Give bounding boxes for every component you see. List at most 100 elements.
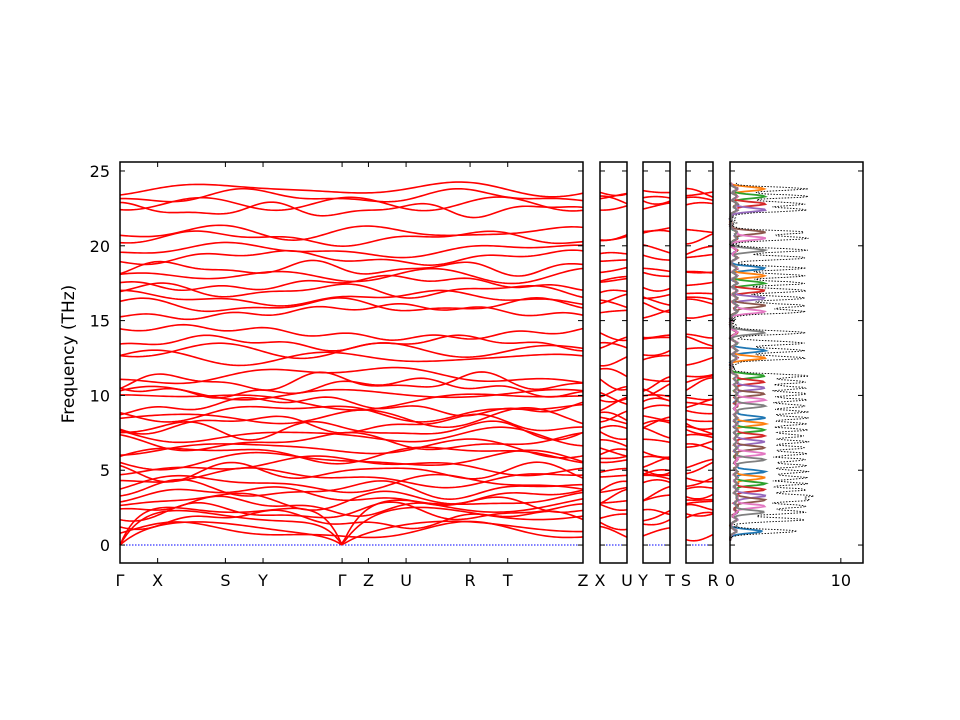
band-line bbox=[119, 449, 584, 471]
band-line bbox=[119, 224, 584, 241]
q-point-label: Y bbox=[637, 571, 648, 590]
band-line bbox=[599, 500, 628, 504]
band-line bbox=[119, 455, 584, 477]
band-panel-2 bbox=[599, 191, 628, 546]
band-line bbox=[642, 227, 671, 233]
band-line bbox=[642, 200, 671, 205]
ticks bbox=[119, 162, 863, 563]
band-line bbox=[685, 245, 714, 256]
band-line bbox=[599, 195, 628, 205]
band-line bbox=[599, 411, 628, 422]
band-line bbox=[119, 181, 584, 198]
band-line bbox=[685, 422, 714, 430]
band-line bbox=[599, 275, 628, 282]
band-line bbox=[685, 418, 714, 423]
band-line bbox=[599, 235, 628, 241]
band-line bbox=[599, 448, 628, 456]
partial-dos-line bbox=[728, 182, 769, 541]
band-line bbox=[119, 201, 584, 219]
band-line bbox=[642, 438, 671, 444]
band-line bbox=[642, 479, 671, 484]
dos-panel-frame bbox=[729, 161, 864, 564]
band-line bbox=[119, 403, 584, 423]
y-tick-label: 10 bbox=[90, 386, 110, 405]
band-line bbox=[642, 378, 671, 383]
band-line bbox=[685, 486, 714, 490]
band-line bbox=[599, 266, 628, 274]
dos-x-tick-label: 10 bbox=[831, 571, 851, 590]
band-line bbox=[642, 494, 671, 502]
band-line bbox=[642, 189, 671, 194]
band-line bbox=[685, 396, 714, 401]
q-point-label: X bbox=[152, 571, 163, 590]
band-line bbox=[599, 205, 628, 211]
band-line bbox=[599, 251, 628, 255]
band-line bbox=[642, 508, 671, 516]
band-line bbox=[599, 416, 628, 425]
band-line bbox=[599, 410, 628, 423]
band-line bbox=[599, 474, 628, 478]
band-line bbox=[685, 533, 714, 542]
band-line bbox=[642, 404, 671, 410]
band-line bbox=[642, 267, 671, 273]
band-line bbox=[119, 297, 584, 313]
band-line bbox=[685, 511, 714, 519]
band-line bbox=[119, 420, 584, 441]
band-line bbox=[599, 299, 628, 309]
band-line bbox=[685, 373, 714, 378]
band-panel-1 bbox=[119, 181, 584, 546]
band-line bbox=[119, 393, 584, 411]
band-line bbox=[685, 187, 714, 199]
band-line bbox=[119, 323, 584, 341]
panel-frames bbox=[119, 161, 864, 564]
q-point-label: U bbox=[400, 571, 412, 590]
q-point-label: X bbox=[595, 571, 606, 590]
band-line bbox=[599, 439, 628, 448]
y-tick-label: 15 bbox=[90, 312, 110, 331]
band-line bbox=[599, 378, 628, 391]
band-line bbox=[119, 249, 584, 266]
band-line bbox=[685, 477, 714, 483]
band-line bbox=[642, 509, 671, 522]
band-line bbox=[119, 371, 584, 391]
band-line bbox=[642, 334, 671, 339]
band-line bbox=[599, 447, 628, 458]
band-line bbox=[599, 391, 628, 405]
band-line bbox=[599, 277, 628, 283]
band-line bbox=[685, 375, 714, 384]
band-line bbox=[685, 356, 714, 366]
band-line bbox=[599, 356, 628, 367]
y-tick-label: 5 bbox=[100, 461, 110, 480]
band-line bbox=[642, 293, 671, 300]
band-line bbox=[685, 512, 714, 517]
band-line bbox=[599, 332, 628, 342]
dos-lines bbox=[728, 182, 814, 541]
band-line bbox=[642, 254, 671, 261]
band-line bbox=[599, 488, 628, 505]
band-line bbox=[119, 267, 584, 285]
band-line bbox=[685, 335, 714, 347]
band-line bbox=[642, 527, 671, 537]
band-line bbox=[599, 424, 628, 430]
q-point-label: U bbox=[621, 571, 633, 590]
band-line bbox=[685, 281, 714, 287]
band-line bbox=[599, 396, 628, 412]
band-panel-frame bbox=[119, 161, 584, 564]
q-point-label: S bbox=[681, 571, 691, 590]
band-line bbox=[119, 259, 584, 277]
band-lines bbox=[119, 181, 714, 546]
band-line bbox=[685, 458, 714, 469]
band-line bbox=[685, 333, 714, 339]
band-line bbox=[685, 498, 714, 501]
band-line bbox=[642, 202, 671, 210]
band-line bbox=[642, 518, 671, 526]
band-line bbox=[119, 282, 584, 299]
band-line bbox=[642, 354, 671, 361]
band-line bbox=[119, 302, 584, 321]
band-line bbox=[685, 271, 714, 274]
band-line bbox=[119, 241, 584, 259]
band-line bbox=[599, 367, 628, 378]
band-line bbox=[685, 228, 714, 234]
